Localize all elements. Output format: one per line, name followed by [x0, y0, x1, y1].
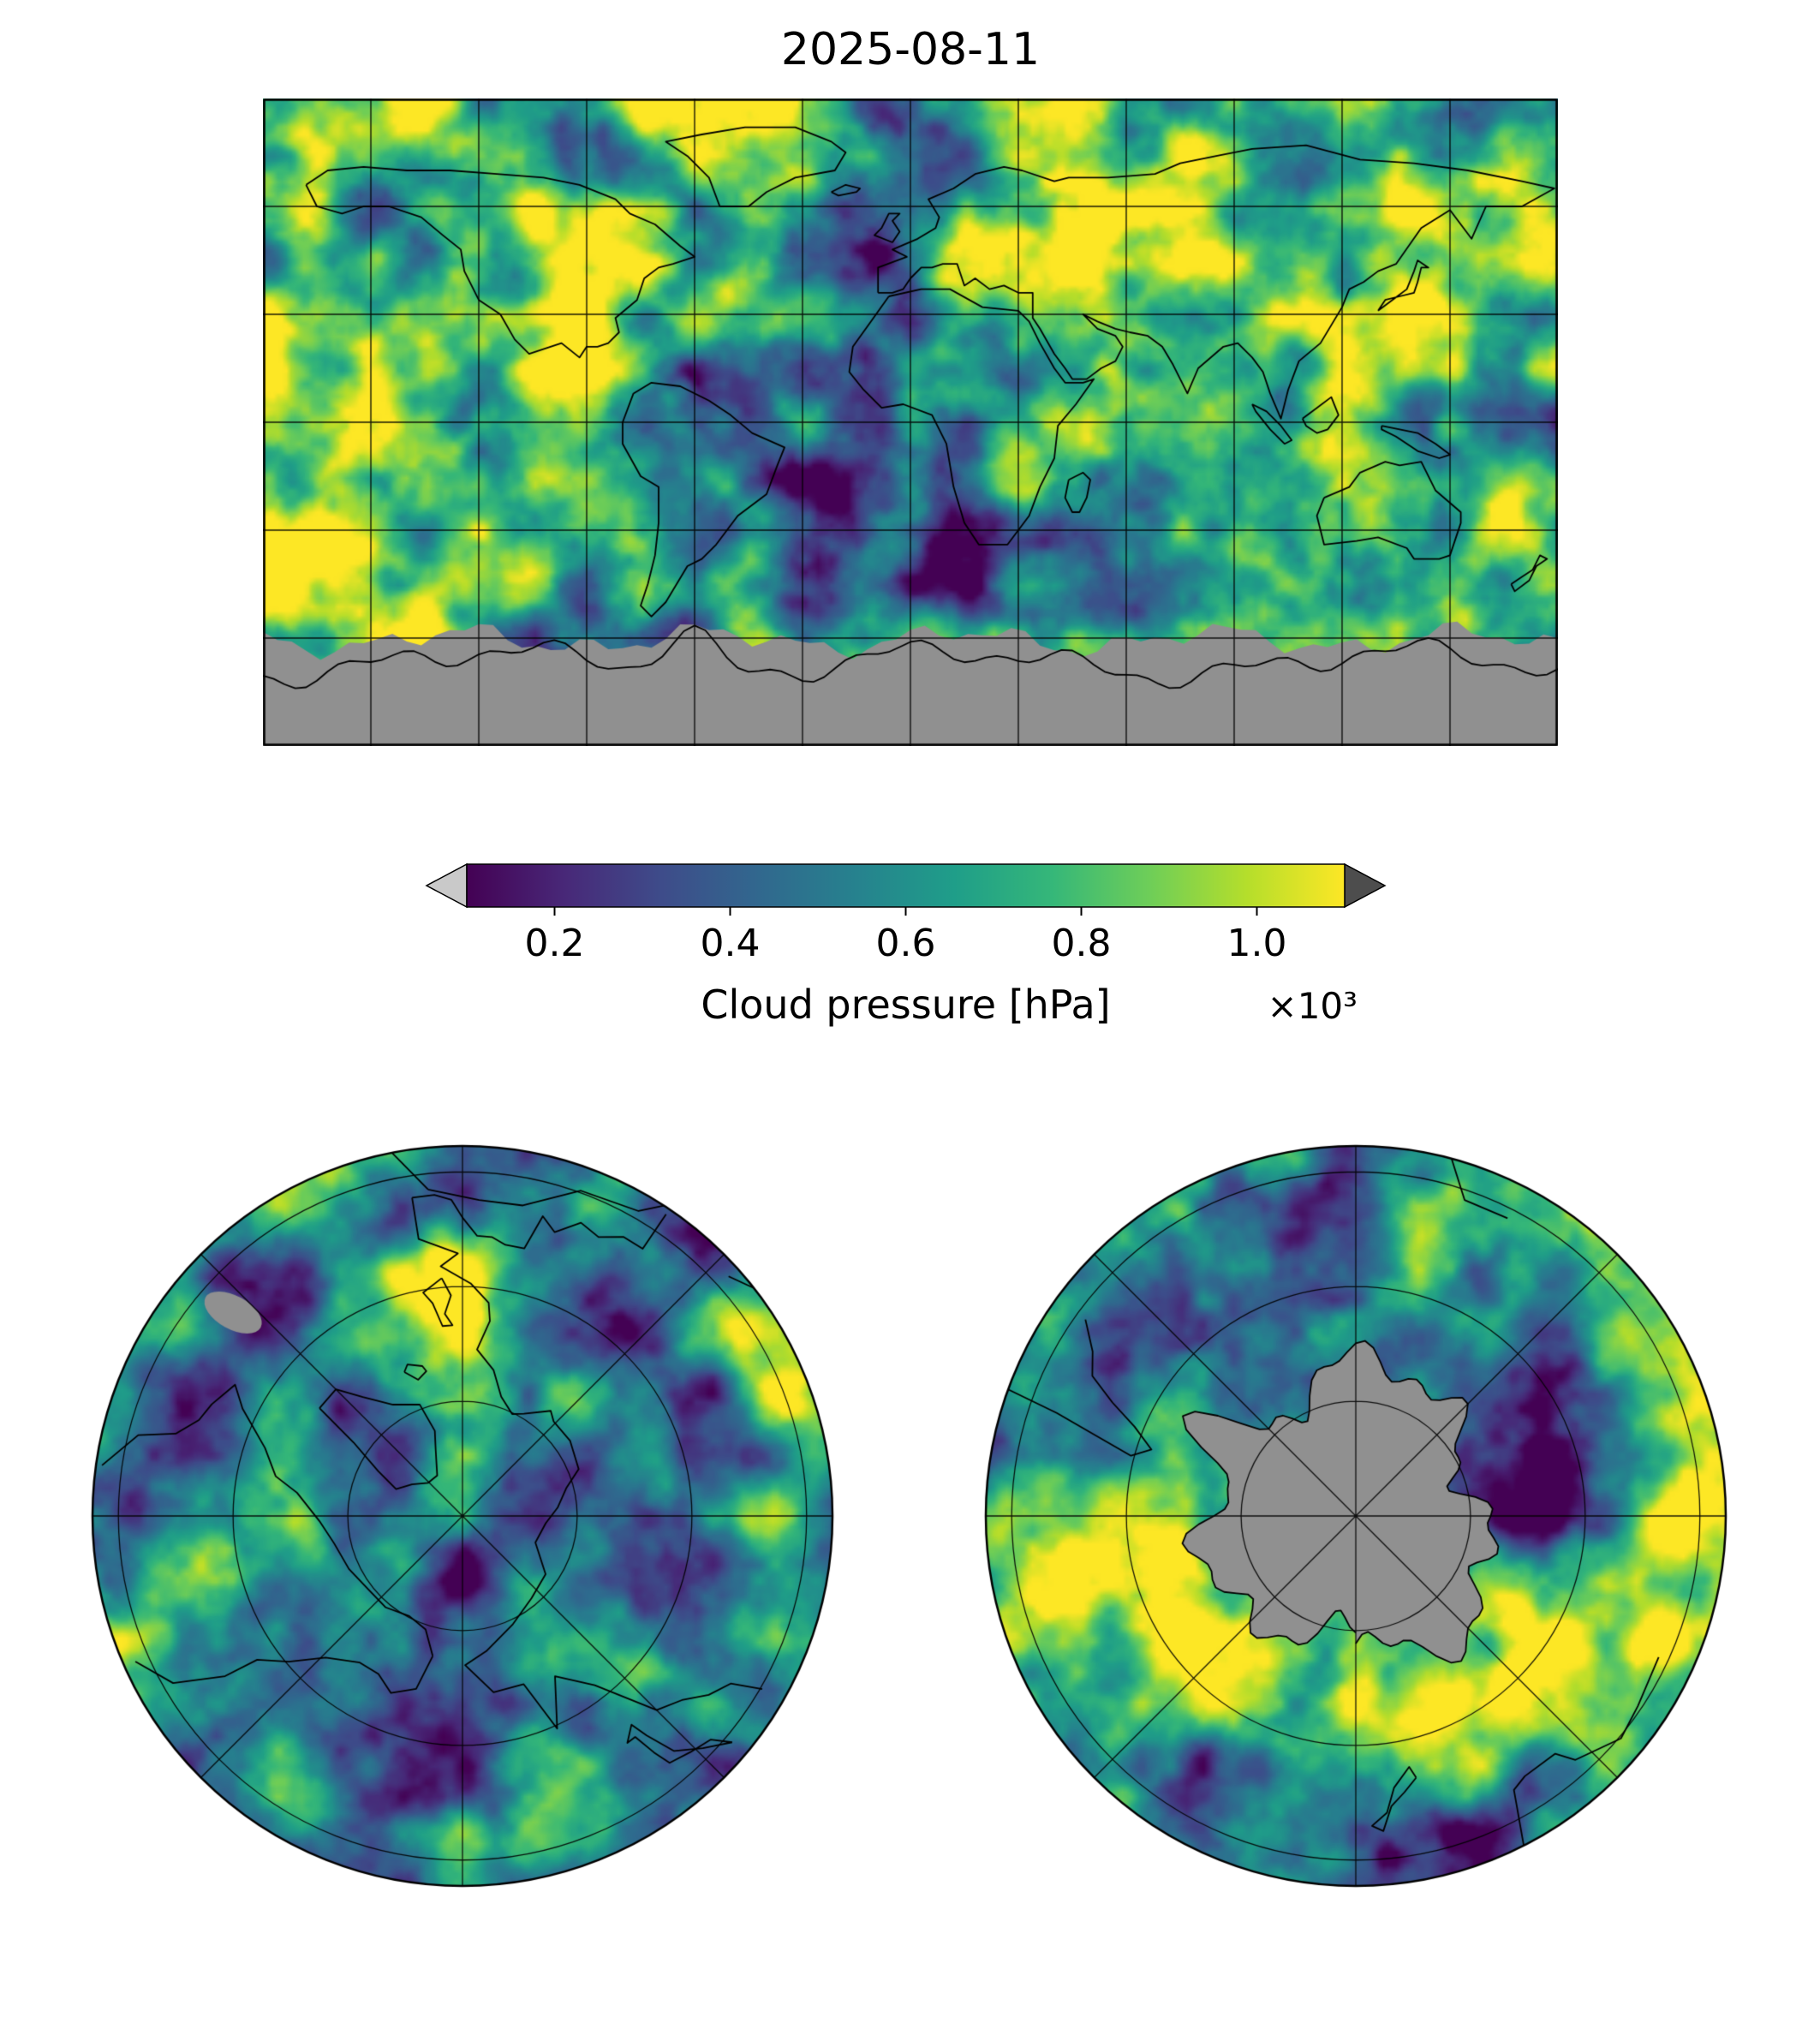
colorbar	[425, 862, 1387, 916]
colorbar-tick-label: 1.0	[1226, 922, 1287, 965]
north-polar-canvas	[90, 1143, 835, 1889]
colorbar-multiplier: ×10³	[1267, 985, 1358, 1027]
colorbar-wrap	[424, 862, 1387, 918]
colorbar-tick-label: 0.6	[875, 922, 936, 965]
colorbar-axis-label: Cloud pressure [hPa]	[701, 982, 1111, 1028]
colorbar-tick-label: 0.8	[1051, 922, 1112, 965]
south-polar-canvas	[983, 1143, 1728, 1889]
colorbar-gradient	[466, 863, 1346, 908]
colorbar-tick-labels: 0.2 0.4 0.6 0.8 1.0	[424, 922, 1387, 970]
colorbar-under-arrow	[425, 862, 468, 909]
colorbar-tick-marks	[553, 907, 1258, 916]
colorbar-tick-label: 0.4	[700, 922, 761, 965]
global-map-canvas	[263, 98, 1558, 746]
colorbar-over-arrow	[1344, 862, 1387, 909]
figure-title: 2025-08-11	[780, 24, 1041, 75]
colorbar-tick-label: 0.2	[524, 922, 585, 965]
